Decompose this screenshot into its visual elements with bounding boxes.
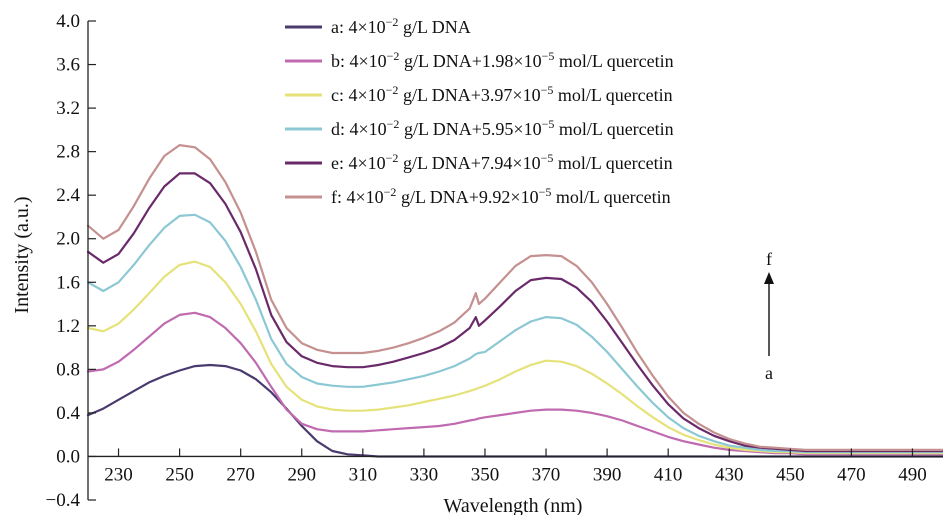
legend-entry: d: 4×10−2 g/L DNA+5.95×10−5 mol/L querce… [331, 117, 674, 139]
legend-superscript: −5 [542, 49, 555, 63]
legend-text-part: g/L DNA+1.98×10 [399, 51, 541, 71]
x-axis-title: Wavelength (nm) [444, 495, 583, 515]
legend-text-part: c: 4×10 [331, 85, 386, 105]
legend-text-part: a: 4×10 [331, 17, 386, 37]
x-tick-label: 310 [349, 464, 378, 485]
series-line-d [86, 213, 943, 454]
legend-text-part: f: 4×10 [331, 187, 384, 207]
x-tick-label: 410 [654, 464, 683, 485]
x-tick-label: 230 [104, 464, 133, 485]
x-tick-label: 350 [471, 464, 500, 485]
y-ticks: −0.4 0.0 0.4 0.8 1.2 1.6 2.0 2.4 2.8 3.2 3.6 4.0 [46, 11, 96, 511]
series-line-b [86, 311, 943, 456]
legend-text-part: mol/L quercetin [553, 153, 672, 173]
x-tick-label: 430 [715, 464, 744, 485]
legend-text-part: g/L DNA+5.95×10 [399, 119, 541, 139]
legend-entry: c: 4×10−2 g/L DNA+3.97×10−5 mol/L querce… [331, 83, 673, 105]
legend-entry: b: 4×10−2 g/L DNA+1.98×10−5 mol/L querce… [331, 49, 674, 71]
x-tick-label: 250 [165, 464, 194, 485]
y-tick-label: 2.0 [56, 229, 80, 250]
legend-text-part: mol/L quercetin [551, 187, 670, 207]
a-to-f-arrow: f a [764, 249, 774, 383]
x-tick-label: 470 [837, 464, 866, 485]
x-tick-label: 270 [226, 464, 255, 485]
legend-superscript: −2 [387, 49, 400, 63]
y-tick-label: 0.8 [56, 359, 80, 380]
legend-superscript: −2 [386, 15, 399, 29]
y-tick-label: 0.0 [56, 446, 80, 467]
legend-text-part: g/L DNA+3.97×10 [398, 85, 540, 105]
legend-text-part: mol/L quercetin [553, 85, 672, 105]
legend-superscript: −5 [542, 117, 555, 131]
y-axis-title: Intensity (a.u.) [11, 196, 33, 313]
x-ticks: 230 250 270 290 310 330 350 370 390 410 430 450 470 4… [104, 448, 927, 485]
legend-text-part: d: 4×10 [331, 119, 387, 139]
series-line-f [86, 144, 943, 451]
legend-text-part: b: 4×10 [331, 51, 387, 71]
y-tick-label: 1.6 [56, 272, 80, 293]
legend-superscript: −2 [387, 117, 400, 131]
axes [87, 21, 943, 500]
arrow-bottom-label: a [765, 363, 773, 383]
x-tick-label: 490 [898, 464, 927, 485]
legend-superscript: −2 [386, 151, 399, 165]
arrow-top-label: f [766, 249, 772, 269]
y-tick-label: 0.4 [56, 403, 80, 424]
y-tick-label: 2.4 [56, 185, 80, 206]
x-tick-label: 330 [410, 464, 439, 485]
x-tick-label: 370 [532, 464, 561, 485]
legend-superscript: −2 [384, 185, 397, 199]
y-tick-label: 3.2 [56, 98, 80, 119]
legend-entry: e: 4×10−2 g/L DNA+7.94×10−5 mol/L querce… [331, 151, 673, 173]
y-tick-label: 3.6 [56, 55, 80, 76]
x-tick-label: 390 [593, 464, 622, 485]
y-tick-label: −0.4 [46, 490, 81, 511]
legend-text-part: e: 4×10 [331, 153, 386, 173]
legend-entry: f: 4×10−2 g/L DNA+9.92×10−5 mol/L querce… [331, 185, 671, 207]
legend-text-part: g/L DNA [398, 17, 470, 37]
x-tick-label: 450 [776, 464, 805, 485]
legend-text-part: mol/L quercetin [554, 51, 673, 71]
legend-superscript: −5 [539, 185, 552, 199]
y-tick-label: 4.0 [56, 11, 80, 32]
legend-superscript: −5 [541, 151, 554, 165]
legend-text-part: g/L DNA+9.92×10 [396, 187, 538, 207]
series-line-e [86, 172, 943, 453]
y-tick-label: 1.2 [56, 316, 80, 337]
legend-text-part: g/L DNA+7.94×10 [398, 153, 540, 173]
x-tick-label: 290 [288, 464, 317, 485]
legend-superscript: −5 [541, 83, 554, 97]
legend-superscript: −2 [386, 83, 399, 97]
y-tick-label: 2.8 [56, 142, 80, 163]
series-line-a [86, 363, 943, 458]
legend-text-part: mol/L quercetin [554, 119, 673, 139]
legend-entry: a: 4×10−2 g/L DNA [331, 15, 471, 37]
arrow-head-icon [764, 272, 774, 284]
